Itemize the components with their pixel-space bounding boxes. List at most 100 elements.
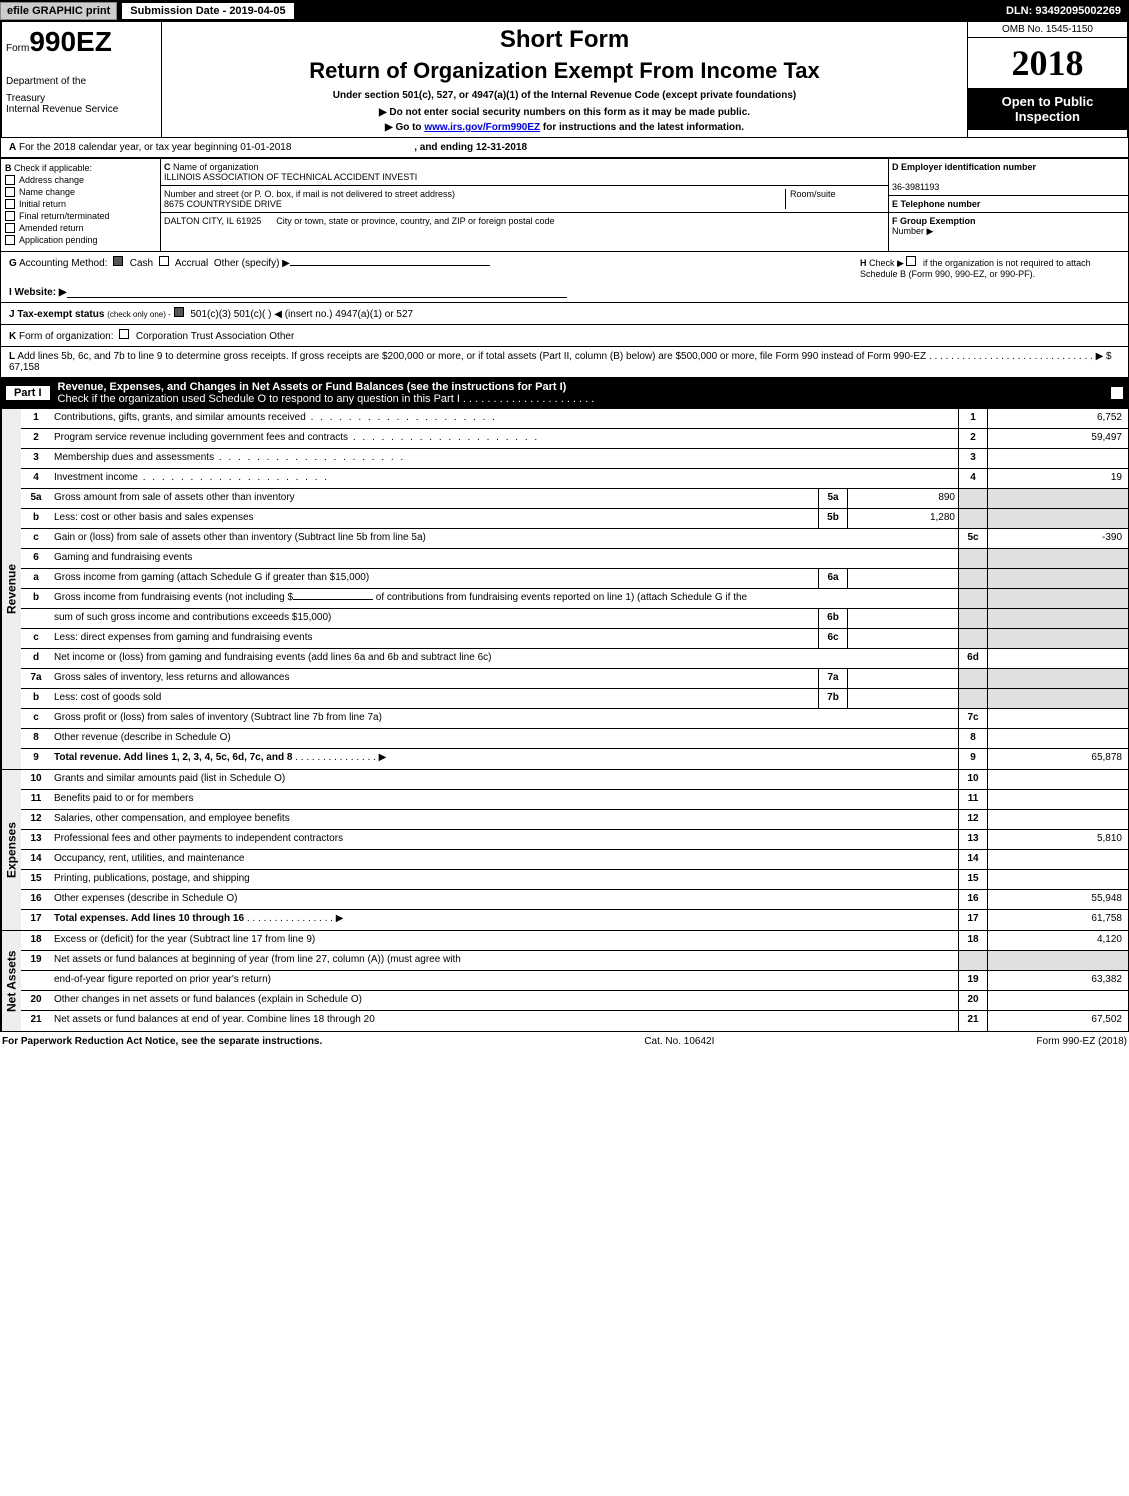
- checkbox-accrual[interactable]: [159, 256, 169, 266]
- ln-10-desc: Grants and similar amounts paid (list in…: [51, 770, 958, 789]
- website-input[interactable]: [67, 287, 567, 298]
- ln-1-num: 1: [21, 409, 51, 428]
- footer-left: For Paperwork Reduction Act Notice, see …: [2, 1036, 322, 1047]
- topbar: efile GRAPHIC print Submission Date - 20…: [0, 0, 1129, 22]
- ln-10-val: [988, 770, 1128, 789]
- checkbox-final[interactable]: [5, 211, 15, 221]
- ln-17-box: 17: [958, 910, 988, 930]
- org-name-row: C Name of organization ILLINOIS ASSOCIAT…: [161, 159, 888, 186]
- ln-7b-subval: [848, 689, 958, 708]
- ln-12-val: [988, 810, 1128, 829]
- line-i: I Website: ▶: [0, 283, 1129, 302]
- ln-13-desc: Professional fees and other payments to …: [51, 830, 958, 849]
- line-a-text: For the 2018 calendar year, or tax year …: [19, 142, 291, 153]
- line-h: H Check ▶ if the organization is not req…: [860, 256, 1120, 279]
- grey-6-val: [988, 549, 1128, 568]
- checkbox-cash[interactable]: [113, 256, 123, 266]
- sidetab-netassets: Net Assets: [1, 931, 21, 1031]
- sidetab-revenue: Revenue: [1, 409, 21, 769]
- k-opts: Corporation Trust Association Other: [136, 331, 294, 342]
- instruction-2: ▶ Go to www.irs.gov/Form990EZ for instru…: [172, 122, 957, 133]
- checkbox-initial[interactable]: [5, 199, 15, 209]
- ln-6c-subval: [848, 629, 958, 648]
- ln-21-val: 67,502: [988, 1011, 1128, 1031]
- ln-9-desc: Total revenue. Add lines 1, 2, 3, 4, 5c,…: [51, 749, 958, 769]
- city-value: DALTON CITY, IL 61925: [164, 216, 261, 226]
- ln-17-val: 61,758: [988, 910, 1128, 930]
- checkbox-address-change[interactable]: [5, 175, 15, 185]
- ln-5b-desc: Less: cost or other basis and sales expe…: [51, 509, 818, 528]
- ln-12-num: 12: [21, 810, 51, 829]
- checkbox-501c3[interactable]: [174, 307, 184, 317]
- ln-16-val: 55,948: [988, 890, 1128, 909]
- efile-button[interactable]: efile GRAPHIC print: [0, 2, 117, 20]
- j-opts: 501(c)(3) 501(c)( ) ◀ (insert no.) 4947(…: [190, 309, 413, 320]
- ln-6b-sub: 6b: [818, 609, 848, 628]
- checkbox-pending[interactable]: [5, 235, 15, 245]
- grey-6: [958, 549, 988, 568]
- tax-year: 2018: [968, 38, 1127, 88]
- g-cash: Cash: [130, 258, 153, 269]
- ln-6c-num: c: [21, 629, 51, 648]
- ln-5a-subval: 890: [848, 489, 958, 508]
- ln-19-val: 63,382: [988, 971, 1128, 990]
- ln-13-box: 13: [958, 830, 988, 849]
- c-label: C: [164, 162, 171, 172]
- ln-7c-desc: Gross profit or (loss) from sales of inv…: [51, 709, 958, 728]
- sidetab-expenses: Expenses: [1, 770, 21, 930]
- ln-3-desc: Membership dues and assessments: [51, 449, 958, 468]
- submission-date: Submission Date - 2019-04-05: [121, 2, 294, 20]
- short-form-title: Short Form: [172, 26, 957, 54]
- f-label: F Group Exemption: [892, 216, 976, 226]
- open-to-public: Open to Public Inspection: [968, 88, 1127, 130]
- irs-link[interactable]: www.irs.gov/Form990EZ: [424, 122, 540, 133]
- ln-6-num: 6: [21, 549, 51, 568]
- k-text: Form of organization:: [19, 331, 114, 342]
- footer-mid: Cat. No. 10642I: [644, 1036, 714, 1047]
- ln-5c-val: -390: [988, 529, 1128, 548]
- checkbox-corp[interactable]: [119, 329, 129, 339]
- ln-2-num: 2: [21, 429, 51, 448]
- other-specify-input[interactable]: [290, 265, 490, 266]
- ln-7a-subval: [848, 669, 958, 688]
- i-label: I Website: ▶: [9, 287, 67, 298]
- ln-5a-sub: 5a: [818, 489, 848, 508]
- grey-5b: [958, 509, 988, 528]
- l-text: Add lines 5b, 6c, and 7b to line 9 to de…: [9, 351, 1112, 373]
- ln-6b-desc3: sum of such gross income and contributio…: [51, 609, 818, 628]
- line-g-h: G Accounting Method: Cash Accrual Other …: [0, 252, 1129, 283]
- ln-6b-input[interactable]: [293, 599, 373, 600]
- ln-18-num: 18: [21, 931, 51, 950]
- grey-19-val: [988, 951, 1128, 970]
- ln-6-desc: Gaming and fundraising events: [51, 549, 958, 568]
- ln-19-desc2: end-of-year figure reported on prior yea…: [51, 971, 958, 990]
- g-accrual: Accrual: [175, 258, 208, 269]
- ein-box: D Employer identification number 36-3981…: [889, 159, 1128, 196]
- ln-17-text: Total expenses. Add lines 10 through 16: [54, 913, 244, 924]
- city-row: DALTON CITY, IL 61925 City or town, stat…: [161, 213, 888, 229]
- ln-6a-sub: 6a: [818, 569, 848, 588]
- line-g: G Accounting Method: Cash Accrual Other …: [9, 256, 860, 279]
- checkbox-amended[interactable]: [5, 223, 15, 233]
- ln-21-num: 21: [21, 1011, 51, 1031]
- form-header: Form990EZ Department of the Treasury Int…: [0, 22, 1129, 137]
- checkbox-name-change[interactable]: [5, 187, 15, 197]
- telephone-box: E Telephone number: [889, 196, 1128, 213]
- checkbox-h[interactable]: [906, 256, 916, 266]
- ln-12-box: 12: [958, 810, 988, 829]
- dept-line1: Department of the: [6, 76, 157, 87]
- irs-line: Internal Revenue Service: [6, 104, 157, 115]
- l-label: L: [9, 351, 15, 362]
- ln-16-box: 16: [958, 890, 988, 909]
- opt-pending: Application pending: [19, 235, 98, 245]
- ln-15-val: [988, 870, 1128, 889]
- ln-9-box: 9: [958, 749, 988, 769]
- ln-18-desc: Excess or (deficit) for the year (Subtra…: [51, 931, 958, 950]
- part-1-checkbox[interactable]: ✓: [1111, 387, 1123, 399]
- ln-3-num: 3: [21, 449, 51, 468]
- d-label: D Employer identification number: [892, 162, 1036, 172]
- ln-15-box: 15: [958, 870, 988, 889]
- ln-21-box: 21: [958, 1011, 988, 1031]
- ln-7c-val: [988, 709, 1128, 728]
- form-prefix: Form: [6, 43, 29, 54]
